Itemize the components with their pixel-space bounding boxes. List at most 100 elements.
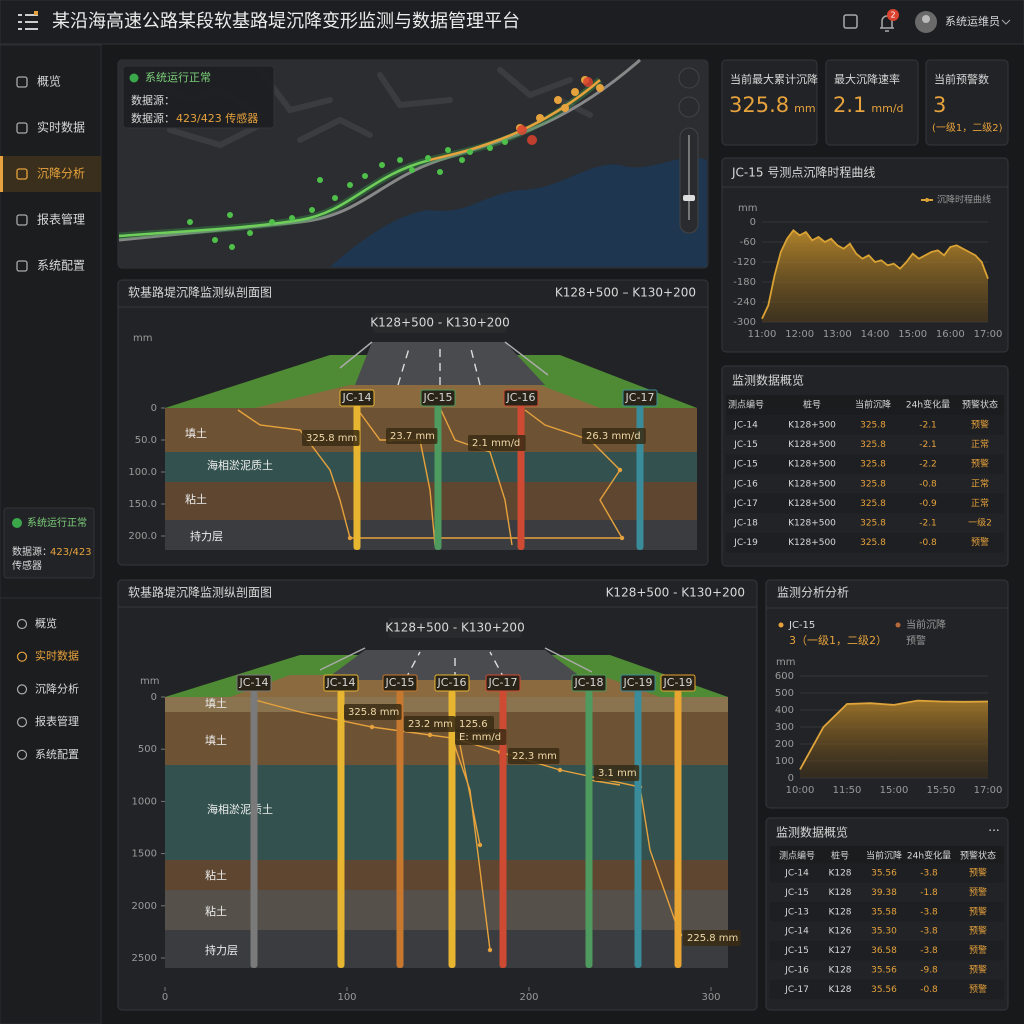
table-cell: -3.8: [920, 907, 938, 917]
map-source-prefix: 数据源：: [131, 111, 175, 125]
y-tick-label: -180: [733, 277, 756, 288]
sensor-dot: [347, 182, 353, 188]
sensor-tag: JC-16: [437, 676, 467, 689]
nav-item[interactable]: 报表管理: [37, 212, 85, 227]
analysis-note: 3（一级1，二级2）: [789, 634, 887, 647]
legend-dot: [778, 622, 784, 628]
area: [762, 230, 988, 322]
x-tick-label: 12:00: [785, 329, 814, 340]
table-cell: 325.8: [860, 460, 886, 470]
soil-layer: [165, 697, 728, 712]
nav2-item[interactable]: 沉降分析: [35, 681, 79, 695]
nav-item[interactable]: 概览: [37, 74, 61, 89]
panel-range: K128+500 – K130+200: [555, 286, 696, 300]
sensor-column: [634, 690, 642, 968]
panel-menu[interactable]: ···: [988, 824, 999, 838]
table-cell: 预警: [969, 905, 987, 917]
table-header: 预警状态: [962, 399, 998, 411]
layer-label: 填土: [185, 426, 207, 440]
source-value: 423/423: [50, 547, 92, 558]
table-row-bg: [726, 532, 1004, 553]
table-cell: 36.58: [871, 946, 897, 956]
nav-icon: [16, 214, 28, 226]
sensor-tag: JC-14: [342, 391, 372, 404]
nav-icon: [16, 260, 28, 272]
map-source-label: 数据源：: [131, 93, 175, 107]
sensor-column: [434, 405, 442, 550]
nav2-item[interactable]: 概览: [35, 616, 57, 630]
curve-point: [617, 467, 623, 473]
annotation: 325.8 mm: [348, 707, 399, 718]
sensor-dot: [309, 207, 315, 213]
sensor-tag: JC-19: [663, 676, 693, 689]
table-cell: K128+500: [788, 499, 836, 509]
y-tick-label: 200: [775, 739, 794, 750]
table-header: 24h变化量: [906, 399, 950, 411]
sensor-dot-warn: [536, 114, 544, 122]
x-tick-label: 300: [701, 992, 720, 1003]
table-cell: 35.30: [871, 927, 897, 937]
share-icon[interactable]: [843, 14, 858, 29]
nav-item[interactable]: 实时数据: [37, 120, 85, 135]
status-dot: [12, 518, 22, 528]
annotation: 23.7 mm: [390, 431, 435, 442]
map-button[interactable]: [678, 96, 700, 118]
panel: [825, 59, 919, 146]
table-cell: -2.1: [919, 421, 937, 431]
map-button[interactable]: [678, 67, 700, 89]
nav-item[interactable]: 系统配置: [37, 259, 85, 273]
table-cell: JC-13: [784, 907, 809, 917]
soil-layer: [165, 520, 697, 550]
table-header: 当前沉降: [866, 850, 902, 862]
sensor-dot: [269, 219, 275, 225]
sensor-dot: [459, 157, 465, 163]
legend-dot: [895, 622, 901, 628]
table-row-bg: [770, 979, 1004, 1000]
table-cell: JC-17: [784, 985, 809, 995]
sensor-tag: JC-18: [574, 676, 604, 689]
y-tick-label: 600: [775, 671, 794, 682]
y-axis-label: mm: [776, 657, 795, 668]
sensor-dot: [502, 139, 508, 145]
y-tick-label: 2000: [132, 901, 157, 912]
nav2-item[interactable]: 系统配置: [35, 748, 79, 761]
sensor-dot: [289, 215, 295, 221]
y-tick-label: 2500: [132, 953, 157, 964]
map-status-dot: [129, 73, 139, 83]
layer-label: 海相淤泥质土: [207, 802, 273, 816]
line: [799, 699, 989, 770]
table-cell: 325.8: [860, 519, 886, 529]
legend-subject: JC-15: [788, 620, 815, 631]
table-cell: 325.8: [860, 440, 886, 450]
panel: [925, 59, 1009, 146]
panel: [721, 59, 818, 146]
table-cell: JC-15: [733, 460, 758, 470]
sensor-dot: [247, 230, 253, 236]
y-tick-label: 200.0: [128, 531, 157, 542]
table-cell: JC-15: [784, 946, 809, 956]
table-header: 预警状态: [960, 850, 996, 862]
sensor-dot: [445, 147, 451, 153]
nav2-icon: [16, 684, 28, 695]
x-tick-label: 16:00: [936, 329, 965, 340]
layer-label: 填土: [205, 696, 227, 710]
table-cell: 35.58: [871, 907, 897, 917]
nav-item[interactable]: 沉降分析: [37, 167, 85, 181]
annotation-bg: [594, 765, 640, 781]
annotation: 22.3 mm: [512, 751, 557, 762]
soil-layer: [165, 890, 728, 930]
table-cell: K128+500: [788, 479, 836, 489]
layer-label: 粘土: [205, 868, 227, 882]
y-tick-label: 0: [788, 773, 794, 784]
x-tick-label: 11:00: [748, 329, 777, 340]
menu-icon: [18, 14, 38, 30]
table-cell: -0.8: [919, 479, 937, 489]
nav2-item[interactable]: 实时数据: [35, 649, 79, 663]
sensor-column: [517, 405, 525, 550]
y-tick-label: 100: [775, 756, 794, 767]
nav-active-bar: [0, 156, 3, 192]
badge: [887, 9, 899, 21]
nav2-item[interactable]: 报表管理: [35, 714, 79, 728]
sensor-tag-bg: [503, 389, 539, 407]
y-tick-label: 500: [775, 688, 794, 699]
